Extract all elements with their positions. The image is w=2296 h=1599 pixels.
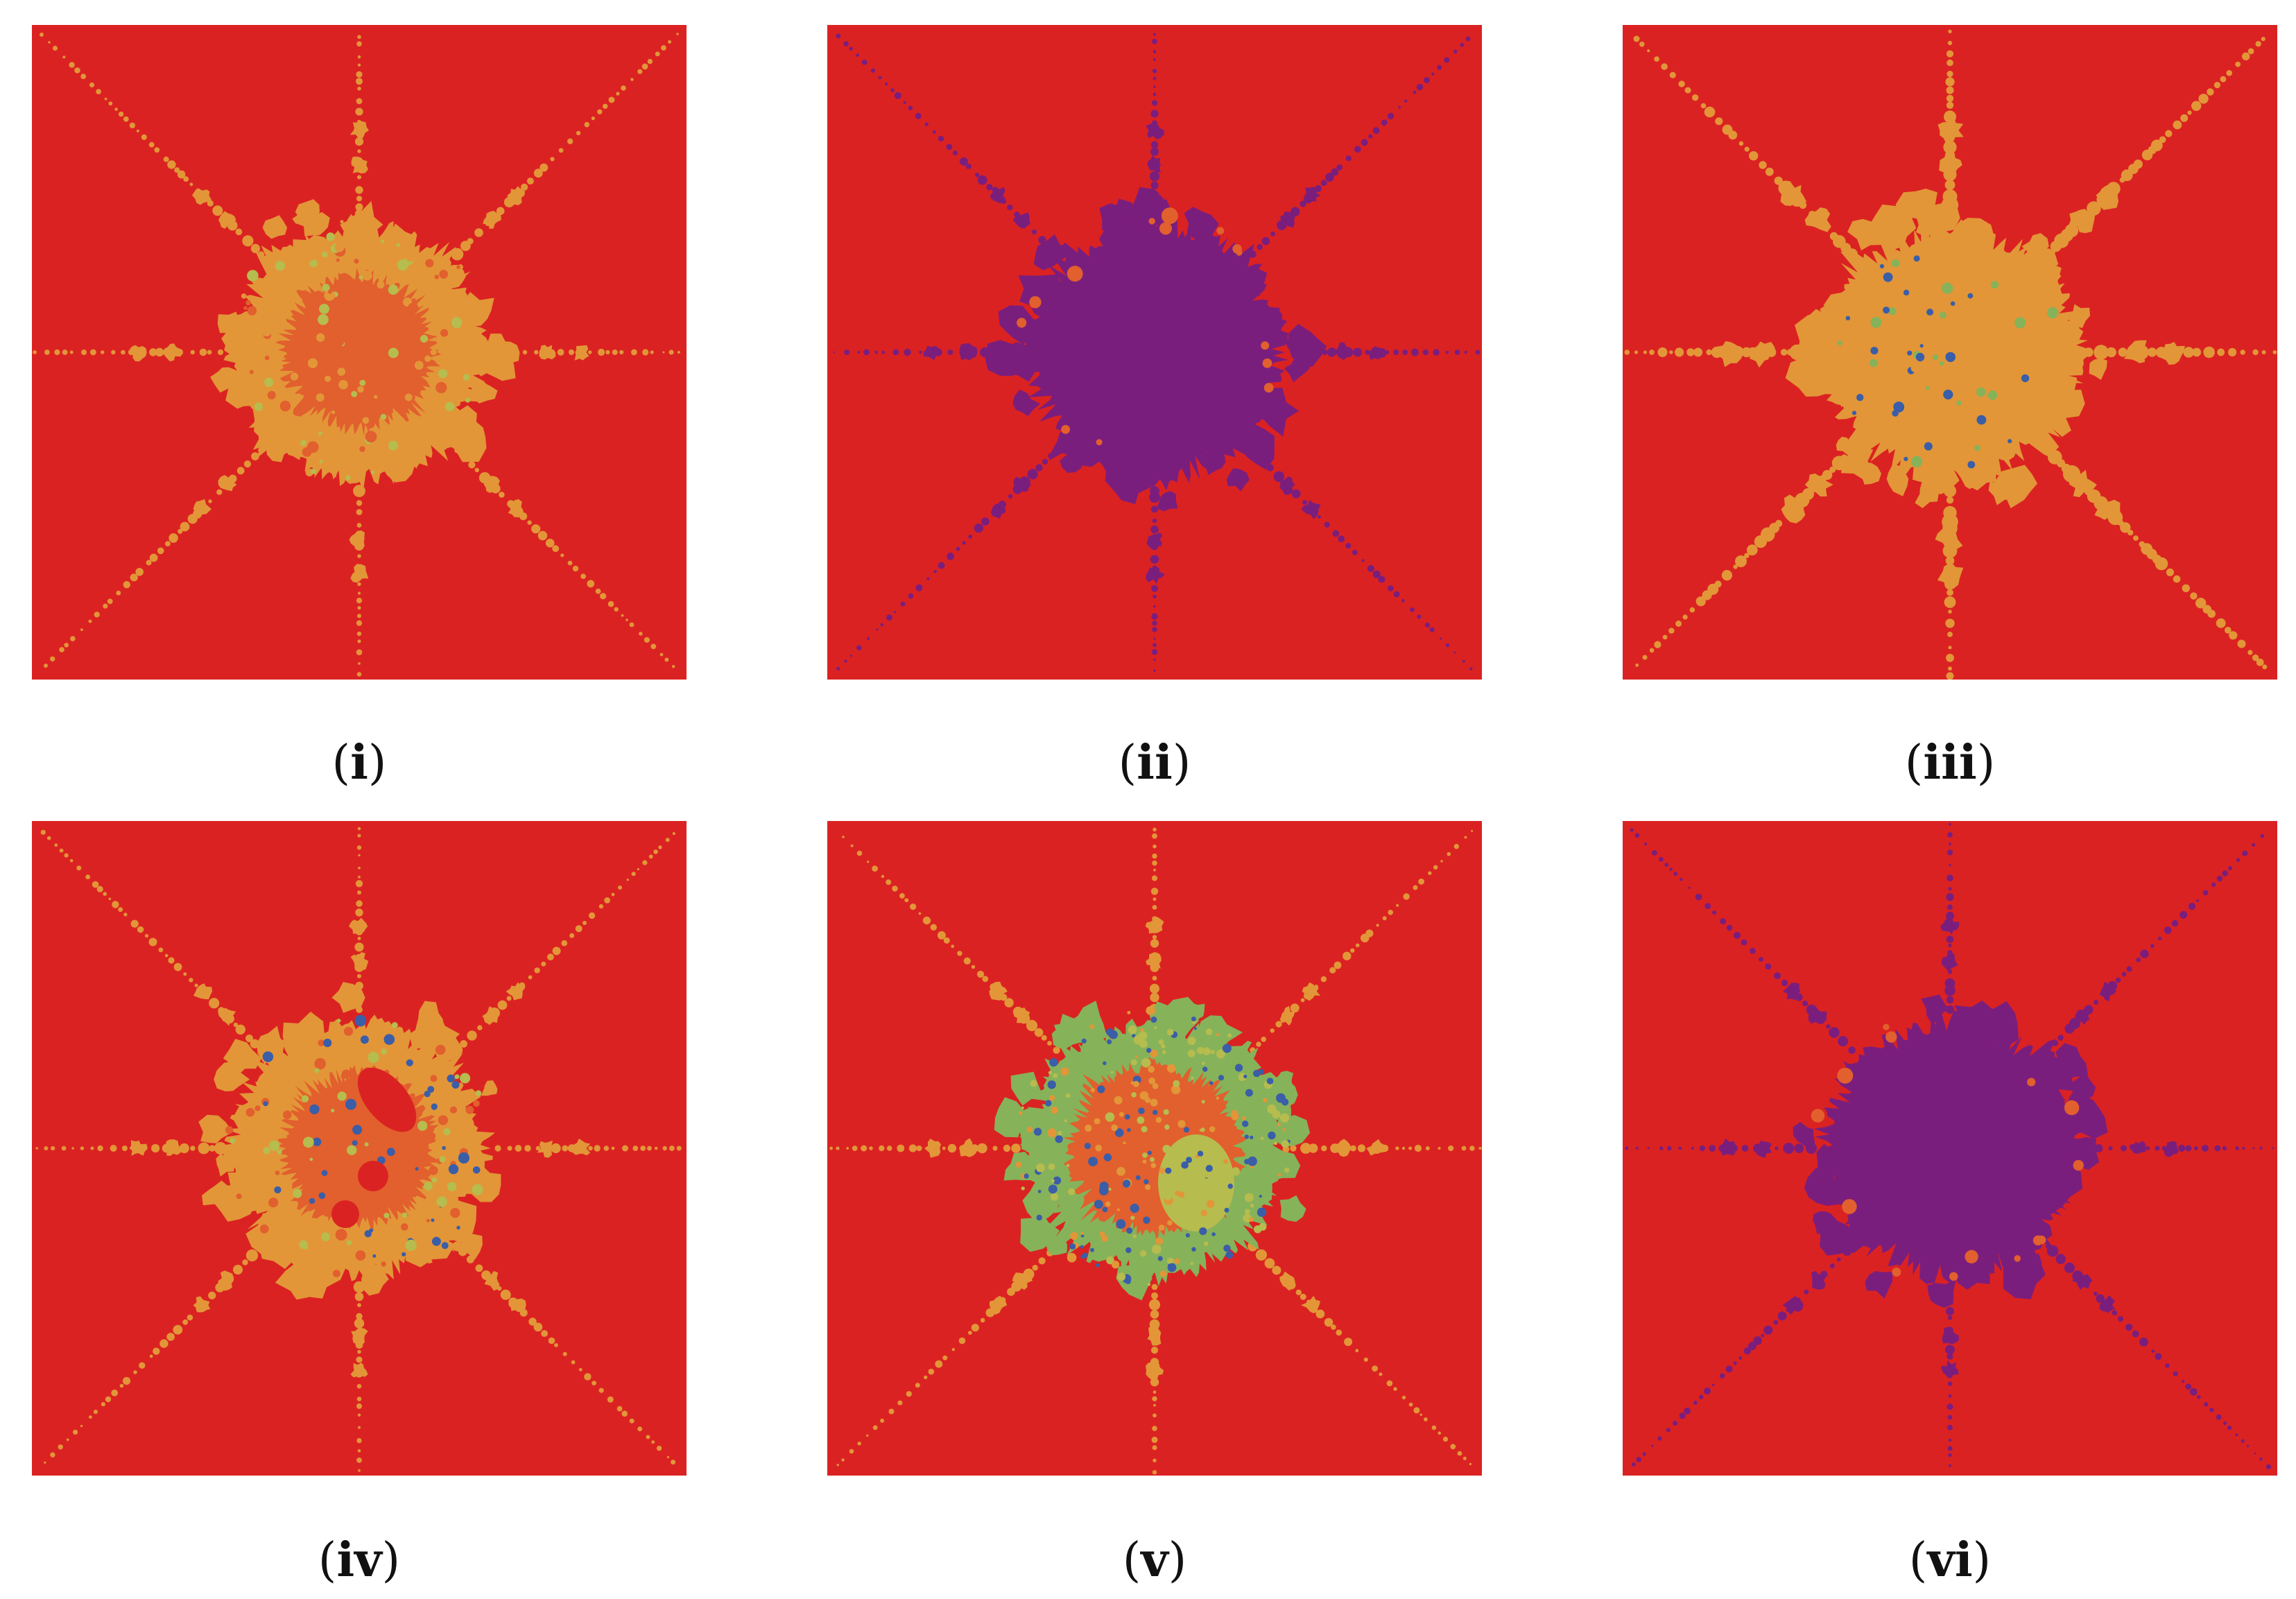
fractal-panel-ii: [827, 25, 1482, 680]
fractal-image-ii: [827, 25, 1482, 680]
fractal-panel-i: [32, 25, 687, 680]
caption-iii: (iii): [1904, 735, 1996, 790]
fractal-image-i: [32, 25, 687, 680]
fractal-image-v: [827, 821, 1482, 1476]
fractal-panel-vi: [1623, 821, 2277, 1476]
fractal-panel-iii: [1623, 25, 2277, 680]
caption-iv: (iv): [318, 1532, 401, 1588]
fractal-image-iii: [1623, 25, 2277, 680]
caption-i: (i): [331, 735, 387, 790]
caption-v: (v): [1122, 1532, 1187, 1588]
caption-vi: (vi): [1908, 1532, 1992, 1588]
fractal-image-iv: [32, 821, 687, 1476]
fractal-panel-v: [827, 821, 1482, 1476]
fractal-image-vi: [1623, 821, 2277, 1476]
caption-ii: (ii): [1118, 735, 1191, 790]
fractal-panel-iv: [32, 821, 687, 1476]
